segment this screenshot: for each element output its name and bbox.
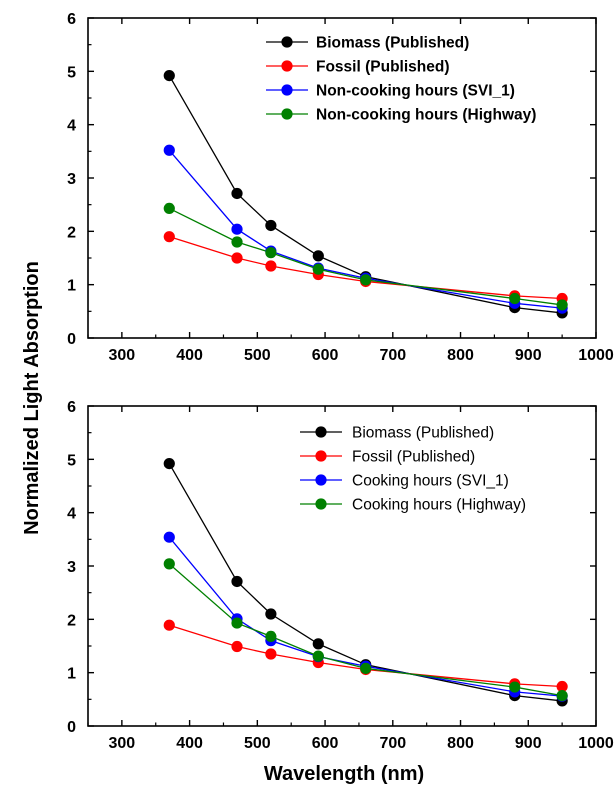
data-point (231, 617, 243, 629)
y-tick-label: 1 (67, 666, 76, 683)
y-tick-label: 5 (67, 452, 76, 469)
x-tick-label: 600 (312, 347, 339, 364)
legend-label: Non-cooking hours (SVI_1) (316, 83, 515, 100)
data-point (265, 247, 277, 259)
y-tick-label: 2 (67, 224, 76, 241)
x-tick-label: 800 (447, 347, 474, 364)
data-point (163, 70, 175, 82)
series-line-2 (169, 236, 563, 300)
y-tick-label: 4 (67, 118, 76, 135)
x-tick-label: 300 (109, 347, 136, 364)
legend-marker (281, 60, 293, 72)
legend-label: Cooking hours (SVI_1) (352, 473, 509, 490)
y-tick-label: 0 (67, 331, 76, 348)
data-point (312, 638, 324, 650)
x-tick-label: 300 (109, 735, 136, 752)
data-point (360, 274, 372, 286)
data-point (163, 458, 175, 470)
x-tick-label: 1000 (578, 347, 614, 364)
legend-label: Fossil (Published) (316, 59, 449, 76)
panel-top-chart: 300 400 500 600 700 800 900 1000 0 1 2 3 4 5 6 Biomass … (67, 11, 614, 364)
legend-marker (281, 84, 293, 96)
y-tick-label: 5 (67, 64, 76, 81)
y-tick-label: 2 (67, 612, 76, 629)
legend-marker (281, 36, 293, 48)
x-tick-label: 900 (515, 735, 542, 752)
y-tick-label: 1 (67, 278, 76, 295)
y-tick-label: 0 (67, 719, 76, 736)
data-point (509, 292, 521, 305)
data-point (231, 640, 243, 653)
x-tick-label: 700 (379, 735, 406, 752)
legend-marker (315, 498, 327, 510)
data-point (509, 681, 521, 693)
panel-bottom-chart: 300 400 500 600 700 800 900 1000 0 1 2 3 4 5 6 Biomass … (67, 399, 614, 752)
legend-marker (315, 450, 327, 462)
x-axis-title: Wavelength (nm) (264, 763, 424, 785)
legend-label: Cooking hours (Highway) (352, 497, 526, 514)
legend-label: Fossil (Published) (352, 449, 475, 466)
data-point (556, 680, 568, 693)
data-point (163, 231, 175, 243)
x-tick-label: 700 (379, 347, 406, 364)
y-tick-label: 6 (67, 11, 76, 28)
legend: Biomass (Published) Fossil (Published) Coo… (300, 425, 526, 514)
data-point (312, 250, 324, 262)
legend-marker (315, 426, 327, 438)
series-line-4 (168, 563, 563, 697)
data-point (312, 263, 324, 275)
series-line-4 (168, 207, 563, 306)
data-point (265, 630, 277, 643)
x-tick-label: 400 (176, 735, 203, 752)
data-point (163, 619, 175, 631)
y-tick-label: 6 (67, 399, 76, 416)
data-point (231, 223, 243, 235)
data-point (231, 236, 243, 248)
data-point (163, 202, 175, 214)
data-point (265, 648, 277, 660)
y-tick-label: 3 (67, 171, 76, 188)
legend-label: Biomass (Published) (316, 35, 469, 52)
legend-marker (315, 474, 327, 486)
data-point (360, 662, 372, 675)
data-point (231, 252, 243, 264)
y-tick-label: 3 (67, 559, 76, 576)
data-point (163, 531, 175, 543)
y-axis-title: Normalized Light Absorption (21, 261, 43, 535)
x-tick-label: 500 (244, 735, 271, 752)
data-point (163, 558, 175, 570)
data-point (231, 575, 243, 588)
data-point (265, 260, 277, 272)
x-tick-label: 600 (312, 735, 339, 752)
legend-label: Biomass (Published) (352, 425, 494, 442)
x-tick-label: 1000 (578, 735, 614, 752)
legend-label: Non-cooking hours (Highway) (316, 107, 536, 124)
data-point (163, 144, 175, 156)
data-point (265, 608, 277, 620)
x-tick-label: 400 (176, 347, 203, 364)
y-tick-label: 4 (67, 506, 76, 523)
data-point (231, 187, 243, 200)
data-point (556, 299, 568, 311)
series-line-2 (169, 624, 563, 688)
x-tick-label: 900 (515, 347, 542, 364)
data-point (312, 650, 324, 662)
data-point (265, 219, 277, 232)
x-tick-label: 500 (244, 347, 271, 364)
x-tick-label: 800 (447, 735, 474, 752)
data-point (556, 690, 568, 702)
legend-marker (281, 108, 293, 120)
legend: Biomass (Published) Fossil (Published) Non… (266, 35, 536, 124)
